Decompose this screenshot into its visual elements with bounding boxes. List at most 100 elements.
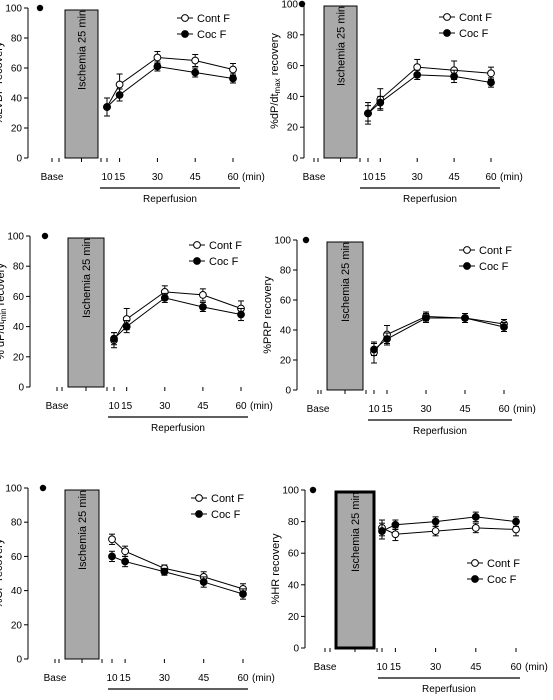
data-point <box>237 310 245 319</box>
panel-6: 0 20 40 60 80 100 %HR recovery Base Ischemia 25 … <box>270 486 548 696</box>
legend: Cont F Coc F <box>189 240 242 268</box>
data-point <box>431 517 440 526</box>
y-tick-label: 80 <box>11 518 23 529</box>
legend-label: Coc F <box>459 28 489 40</box>
data-point <box>121 547 129 556</box>
x-axis-label: Reperfusion <box>422 684 476 695</box>
y-tick-label: 80 <box>287 30 299 41</box>
x-label-base: Base <box>303 172 326 183</box>
legend-label: Coc F <box>197 29 227 41</box>
legend-marker <box>193 257 201 265</box>
legend-marker <box>443 29 451 37</box>
series-line <box>373 317 505 350</box>
data-point <box>199 290 207 299</box>
legend-label: Cont F <box>197 13 230 25</box>
x-tick-label: 45 <box>459 404 471 415</box>
y-tick-label: 100 <box>5 484 22 495</box>
panel-2: 0 20 40 60 80 100 %dP/dtmax recovery Base Ischem… <box>269 0 523 205</box>
y-axis-label: %LVDP recovery <box>0 41 5 124</box>
legend-marker <box>443 13 451 21</box>
x-tick-label: 30 <box>159 401 171 412</box>
ischemia-label: Ischemia 25 min <box>77 10 89 90</box>
y-tick-label: 0 <box>293 644 299 655</box>
y-tick-label: 100 <box>274 236 291 247</box>
data-point <box>229 74 237 83</box>
x-tick-label: 45 <box>470 662 482 673</box>
x-unit-label: (min) <box>252 673 275 684</box>
y-tick-label: 0 <box>285 386 291 397</box>
x-tick-label: 45 <box>197 401 209 412</box>
y-tick-label: 40 <box>11 586 23 597</box>
x-tick-label: 45 <box>198 673 210 684</box>
x-tick-label: 30 <box>152 172 164 183</box>
data-point <box>108 535 116 544</box>
legend-label: Cont F <box>479 245 512 257</box>
base-point <box>309 486 317 494</box>
y-tick-label: 60 <box>280 296 292 307</box>
panel-3: 0 20 40 60 80 100 % dP/dtmin recovery Base Ische… <box>0 232 273 435</box>
x-tick-label: 60 <box>498 404 510 415</box>
data-point <box>391 520 400 529</box>
legend-label: Coc F <box>479 261 509 273</box>
x-tick-label: 30 <box>412 172 424 183</box>
series-line <box>113 297 242 340</box>
ischemia-label: Ischemia 25 min <box>340 242 352 322</box>
ischemia-box <box>326 241 364 391</box>
panel-5: 0 20 40 60 80 100 %CF recovery Base Ischemia 25 … <box>0 484 275 700</box>
panel-4: 0 20 40 60 80 100 %PRP recovery Base Ischemia 25… <box>262 236 536 438</box>
x-tick-label: 15 <box>381 404 393 415</box>
y-tick-label: 20 <box>13 352 25 363</box>
data-point <box>471 524 480 532</box>
ischemia-box <box>334 490 376 650</box>
series-coc-f <box>110 292 245 346</box>
y-tick-label: 100 <box>7 232 24 243</box>
x-tick-label: 15 <box>114 172 126 183</box>
x-label-base: Base <box>46 401 69 412</box>
series-cont-f <box>110 285 245 349</box>
data-point <box>115 91 124 99</box>
ischemia-label: Ischemia 25 min <box>81 238 93 318</box>
legend-marker <box>471 559 479 567</box>
x-tick-label: 60 <box>510 662 522 673</box>
data-point <box>450 72 459 81</box>
legend: Cont F Coc F <box>459 245 512 273</box>
ischemia-box <box>323 5 358 159</box>
x-axis-label: Reperfusion <box>413 426 467 437</box>
x-axis-label: Reperfusion <box>403 194 457 205</box>
legend-marker <box>471 575 479 583</box>
x-tick-label: 30 <box>420 404 432 415</box>
data-point <box>199 578 208 586</box>
data-point <box>376 98 385 107</box>
series-line <box>381 527 517 535</box>
y-tick-label: 40 <box>11 94 23 105</box>
series-line <box>106 56 234 108</box>
y-tick-label: 80 <box>280 266 292 277</box>
y-tick-label: 100 <box>281 0 298 11</box>
x-tick-label: 10 <box>376 662 388 673</box>
legend-marker <box>181 30 189 38</box>
y-tick-label: 60 <box>11 64 23 75</box>
x-tick-label: 10 <box>106 673 118 684</box>
x-label-base: Base <box>314 662 337 673</box>
data-point <box>413 63 422 72</box>
legend-marker <box>463 246 471 254</box>
data-point <box>115 80 124 89</box>
legend: Cont F Coc F <box>439 12 492 40</box>
y-tick-label: 20 <box>287 123 299 134</box>
base-point <box>298 0 306 8</box>
y-axis-label: %HR recovery <box>270 533 282 604</box>
ischemia-box <box>64 489 100 660</box>
series-cont-f <box>108 533 247 595</box>
x-label-base: Base <box>307 404 330 415</box>
x-tick-label: 45 <box>190 172 202 183</box>
y-tick-label: 40 <box>280 326 292 337</box>
y-tick-label: 80 <box>13 262 25 273</box>
y-tick-label: 20 <box>280 356 292 367</box>
series-line <box>373 315 505 353</box>
data-point <box>110 334 118 343</box>
data-point <box>121 557 129 566</box>
legend-marker <box>193 241 201 249</box>
legend-label: Cont F <box>211 493 244 505</box>
